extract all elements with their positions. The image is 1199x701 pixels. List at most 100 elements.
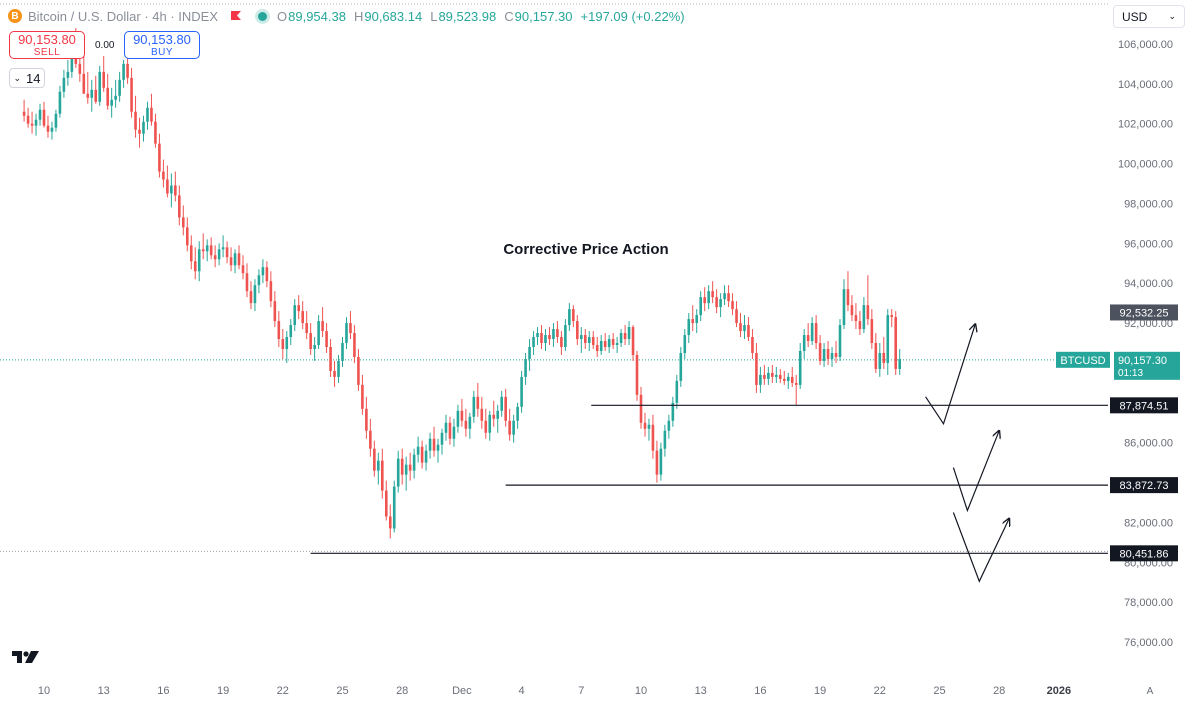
candle-body[interactable]: [671, 402, 675, 421]
candle-body[interactable]: [341, 343, 344, 361]
candle-body[interactable]: [779, 374, 782, 379]
candle-body[interactable]: [126, 63, 129, 78]
candle-body[interactable]: [134, 111, 137, 130]
candle-body[interactable]: [536, 333, 539, 338]
candle-body[interactable]: [86, 93, 90, 98]
candle-body[interactable]: [285, 337, 289, 349]
candle-body[interactable]: [333, 370, 336, 377]
candle-body[interactable]: [544, 335, 547, 344]
candle-body[interactable]: [743, 325, 746, 332]
candle-body[interactable]: [317, 321, 320, 346]
candle-body[interactable]: [516, 406, 519, 421]
candle-body[interactable]: [552, 329, 555, 340]
candle-body[interactable]: [209, 245, 213, 256]
candle-body[interactable]: [719, 299, 722, 308]
projection-arrow-path[interactable]: [952, 431, 999, 513]
candle-body[interactable]: [201, 249, 205, 252]
candle-body[interactable]: [492, 414, 496, 419]
candle-body[interactable]: [683, 335, 687, 353]
candle-body[interactable]: [699, 297, 702, 316]
candle-body[interactable]: [345, 323, 348, 344]
candle-body[interactable]: [162, 171, 165, 180]
candle-body[interactable]: [890, 315, 894, 318]
candle-body[interactable]: [755, 352, 758, 385]
candle-body[interactable]: [369, 430, 372, 449]
candle-body[interactable]: [655, 450, 659, 475]
candle-body[interactable]: [444, 422, 448, 433]
candle-body[interactable]: [846, 289, 850, 306]
candle-body[interactable]: [751, 337, 754, 353]
candle-body[interactable]: [707, 291, 710, 304]
candle-body[interactable]: [830, 352, 834, 359]
candle-body[interactable]: [826, 348, 830, 359]
candle-body[interactable]: [882, 352, 886, 363]
candle-body[interactable]: [392, 486, 396, 529]
candle-body[interactable]: [62, 77, 66, 92]
candle-body[interactable]: [782, 378, 786, 381]
candle-body[interactable]: [711, 291, 714, 298]
candle-body[interactable]: [532, 337, 535, 348]
candle-body[interactable]: [353, 333, 356, 357]
candle-body[interactable]: [818, 343, 822, 361]
candle-body[interactable]: [663, 430, 667, 449]
candle-body[interactable]: [400, 458, 404, 475]
sell-button[interactable]: 90,153.80 SELL: [9, 31, 85, 59]
candle-body[interactable]: [639, 394, 643, 423]
candle-body[interactable]: [309, 333, 312, 349]
candle-body[interactable]: [205, 245, 209, 252]
candle-body[interactable]: [675, 380, 679, 403]
candle-body[interactable]: [182, 217, 185, 228]
candle-body[interactable]: [221, 247, 225, 250]
candle-body[interactable]: [416, 446, 420, 455]
candle-body[interactable]: [142, 121, 145, 134]
candle-body[interactable]: [456, 410, 460, 427]
candle-body[interactable]: [54, 113, 58, 128]
candle-body[interactable]: [154, 121, 157, 144]
candle-body[interactable]: [158, 143, 161, 172]
candle-body[interactable]: [257, 275, 261, 286]
candle-body[interactable]: [894, 317, 898, 369]
candle-body[interactable]: [373, 448, 376, 471]
buy-button[interactable]: 90,153.80 BUY: [124, 31, 200, 59]
candle-body[interactable]: [838, 325, 842, 357]
candle-body[interactable]: [767, 372, 770, 379]
candle-body[interactable]: [508, 420, 511, 435]
candle-body[interactable]: [166, 179, 169, 194]
candle-body[interactable]: [583, 335, 587, 344]
candle-body[interactable]: [822, 348, 826, 361]
candle-body[interactable]: [504, 396, 507, 421]
candle-body[interactable]: [854, 315, 858, 322]
candle-body[interactable]: [293, 305, 297, 326]
candle-body[interactable]: [178, 195, 181, 218]
candle-body[interactable]: [281, 339, 285, 349]
candle-body[interactable]: [540, 333, 543, 344]
candle-body[interactable]: [862, 305, 866, 330]
candle-body[interactable]: [842, 289, 846, 326]
candle-body[interactable]: [528, 347, 531, 359]
candle-body[interactable]: [329, 347, 332, 371]
candle-body[interactable]: [377, 460, 380, 471]
indicators-toggle-button[interactable]: ⌄ 14: [9, 68, 45, 88]
candle-body[interactable]: [524, 358, 527, 377]
candle-body[interactable]: [110, 99, 113, 106]
candle-body[interactable]: [790, 376, 794, 383]
candle-body[interactable]: [269, 281, 273, 302]
candle-body[interactable]: [607, 339, 611, 348]
candle-body[interactable]: [289, 325, 293, 338]
candle-body[interactable]: [643, 422, 647, 429]
candle-body[interactable]: [349, 323, 352, 334]
candle-body[interactable]: [365, 408, 368, 431]
candle-body[interactable]: [472, 396, 476, 417]
candle-body[interactable]: [412, 454, 416, 471]
candle-body[interactable]: [277, 321, 281, 340]
candle-body[interactable]: [197, 249, 201, 272]
candle-body[interactable]: [667, 420, 671, 431]
candle-body[interactable]: [384, 490, 388, 517]
candle-body[interactable]: [193, 261, 197, 272]
candle-body[interactable]: [858, 321, 862, 330]
candle-body[interactable]: [727, 293, 730, 302]
candle-body[interactable]: [273, 301, 277, 322]
candle-body[interactable]: [595, 345, 599, 351]
candle-body[interactable]: [806, 335, 810, 342]
candle-body[interactable]: [428, 438, 432, 451]
